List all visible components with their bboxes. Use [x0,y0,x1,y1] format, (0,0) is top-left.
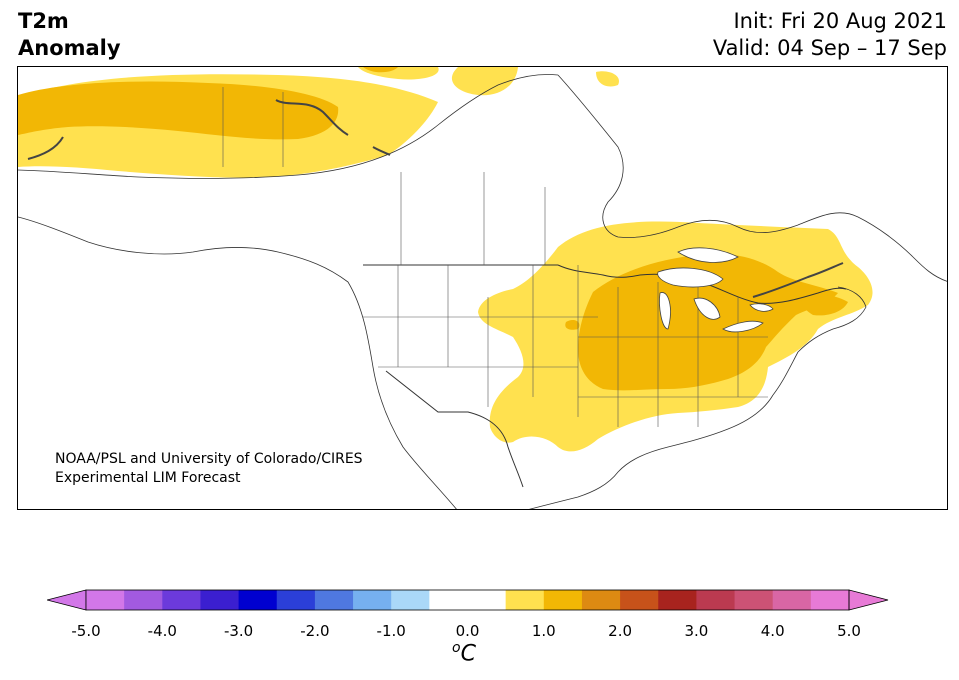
colorbar-segment [124,590,163,610]
colorbar-segment [581,590,621,610]
colorbar-segment [696,590,736,610]
colorbar-segment [162,590,201,610]
unit-degree: o [452,640,461,656]
init-date: Init: Fri 20 Aug 2021 [733,9,947,33]
title-left: T2m Anomaly [18,8,121,62]
colorbar-tick-label: 1.0 [531,622,556,640]
unit-letter: C [460,641,476,667]
colorbar-segments [86,590,850,610]
colorbar-segment [276,590,316,610]
credit-line1: NOAA/PSL and University of Colorado/CIRE… [55,451,363,467]
lakes-rivers [27,99,844,298]
colorbar-tick-label: 0.0 [455,622,480,640]
colorbar-segment [200,590,240,610]
colorbar-segment [86,590,125,610]
colorbar-tick-label: 3.0 [684,622,709,640]
colorbar-over-arrow [848,589,889,611]
colorbar-segment [238,590,278,610]
colorbar-segment [620,590,659,610]
colorbar-segment [429,590,468,610]
credit-line2: Experimental LIM Forecast [55,470,241,486]
colorbar-segment [353,590,392,610]
colorbar-tick-label: -2.0 [300,622,330,640]
colorbar-unit: oC [452,640,476,666]
valid-period: Valid: 04 Sep – 17 Sep [712,36,947,60]
colorbar-outline [85,589,850,611]
colorbar-tick-label: 5.0 [837,622,861,640]
great-lakes [657,247,774,333]
colorbar-tick-label: 4.0 [760,622,785,640]
colorbar-segment [505,590,545,610]
colorbar-tick-label: -1.0 [376,622,406,640]
colorbar [47,589,889,611]
anomaly-map [17,66,948,510]
colorbar-segment [810,590,850,610]
state-borders [222,87,768,427]
colorbar-segment [543,590,583,610]
title-line1: T2m [18,9,69,33]
colorbar-tick-label: 2.0 [608,622,633,640]
colorbar-segment [772,590,812,610]
coastlines [18,74,947,509]
anomaly-fill-1.0-1.5 [18,67,848,391]
map-svg [18,67,947,509]
colorbar-tick-label: -4.0 [147,622,177,640]
colorbar-segment [467,590,507,610]
title-right: Init: Fri 20 Aug 2021 Valid: 04 Sep – 17… [713,8,947,62]
credit-text: NOAA/PSL and University of Colorado/CIRE… [55,450,363,488]
colorbar-segment [658,590,697,610]
colorbar-segment [734,590,774,610]
colorbar-tick-label: -3.0 [223,622,254,640]
colorbar-under-arrow [47,589,87,611]
colorbar-segment [391,590,430,610]
title-line2: Anomaly [18,36,121,60]
colorbar-segment [314,590,354,610]
colorbar-tick-label: -5.0 [71,622,101,640]
